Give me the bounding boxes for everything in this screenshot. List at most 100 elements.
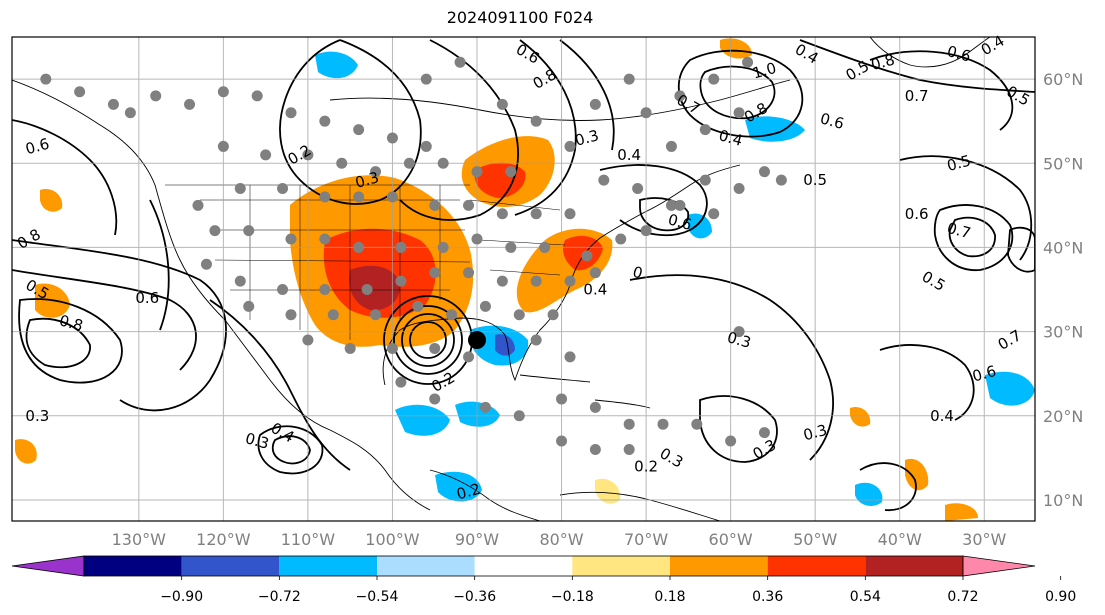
station-dot — [327, 309, 339, 321]
contour-label: 0.3 — [801, 421, 829, 445]
colorbar-segment — [84, 556, 182, 576]
station-dot — [640, 107, 652, 119]
station-dot — [733, 326, 745, 338]
station-dot — [209, 225, 221, 237]
lon-tick-label: 130°W — [112, 530, 167, 549]
shading-darkblue-gulf — [495, 334, 515, 356]
station-dot — [217, 86, 229, 98]
colorbar-segment — [572, 556, 670, 576]
station-dot — [505, 241, 517, 253]
station-dot — [454, 56, 466, 68]
station-dot — [217, 140, 229, 152]
station-dot — [437, 241, 449, 253]
latitude-axis: 60°N 50°N 40°N 30°N 20°N 10°N — [1043, 70, 1083, 510]
colorbar-segment — [279, 556, 377, 576]
station-dot — [243, 225, 255, 237]
lon-tick-label: 100°W — [365, 530, 420, 549]
station-dot — [547, 309, 559, 321]
contour-label: 0.3 — [573, 126, 601, 150]
lon-tick-label: 50°W — [793, 530, 837, 549]
lon-tick-label: 90°W — [455, 530, 499, 549]
shading-orange-eastatl2 — [850, 406, 871, 427]
station-dot — [107, 98, 119, 110]
shading-orange-pacific2 — [40, 189, 63, 212]
contour-label: 0.7 — [945, 219, 973, 243]
station-dot — [496, 275, 508, 287]
contour-label: 0.7 — [905, 87, 929, 105]
contour-label: 0 — [631, 263, 645, 283]
station-dot — [657, 418, 669, 430]
station-dot — [285, 107, 297, 119]
station-dot — [463, 199, 475, 211]
colorbar — [11, 555, 1036, 577]
contour-label: 0.3 — [25, 407, 49, 425]
station-dot — [708, 208, 720, 220]
lon-tick-label: 70°W — [624, 530, 668, 549]
station-dot — [496, 208, 508, 220]
contour-label: 0.4 — [930, 407, 954, 425]
contour-label: 0.6 — [945, 42, 973, 66]
station-dot — [463, 351, 475, 363]
lat-tick-label: 30°N — [1043, 323, 1083, 342]
station-dot — [420, 73, 432, 85]
contour-label: 0.8 — [57, 311, 85, 335]
lon-tick-label: 60°W — [709, 530, 753, 549]
longitude-axis: 130°W 120°W 110°W 100°W 90°W 80°W 70°W 60°W 50°W… — [112, 530, 1007, 549]
station-dot — [429, 267, 441, 279]
contour-label: 0.8 — [869, 50, 897, 74]
chart-title: 2024091100 F024 — [446, 8, 594, 27]
lon-tick-label: 30°W — [962, 530, 1006, 549]
station-dot — [539, 241, 551, 253]
station-dot — [691, 418, 703, 430]
colorbar-tick-label: 0.36 — [752, 589, 783, 605]
shading-orange-eastatl3 — [945, 503, 978, 521]
station-dot — [665, 140, 677, 152]
station-dot — [589, 98, 601, 110]
colorbar-tick-label: −0.36 — [453, 589, 496, 605]
station-dot — [665, 199, 677, 211]
station-dot — [589, 401, 601, 413]
station-dot — [412, 300, 424, 312]
station-dot — [285, 233, 297, 245]
station-markers — [40, 56, 787, 455]
contour-label: 0.2 — [455, 480, 483, 504]
station-dot — [530, 208, 542, 220]
contour-label: 0.2 — [634, 457, 658, 475]
station-dot — [589, 443, 601, 455]
station-dot — [623, 73, 635, 85]
shading-blue-eastatl1 — [985, 371, 1035, 406]
station-dot — [420, 140, 432, 152]
colorbar-segment — [474, 556, 573, 576]
station-dot — [471, 233, 483, 245]
contour-label: 0.4 — [583, 281, 607, 299]
contour-label: 1.0 — [751, 59, 779, 83]
lon-tick-label: 40°W — [878, 530, 922, 549]
station-dot — [386, 191, 398, 203]
station-dot — [386, 342, 398, 354]
station-dot — [556, 393, 568, 405]
contour-label: 0.6 — [135, 289, 159, 307]
station-dot — [370, 166, 382, 178]
station-dot — [674, 90, 686, 102]
station-dot — [403, 157, 415, 169]
station-dot — [513, 410, 525, 422]
contour-label: 0.5 — [945, 151, 973, 175]
colorbar-frame — [83, 555, 964, 577]
station-dot — [564, 275, 576, 287]
contour-label: 0.6 — [905, 205, 929, 223]
map-frame — [11, 36, 1036, 522]
station-dot — [556, 435, 568, 447]
station-dot — [530, 115, 542, 127]
station-dot — [505, 166, 517, 178]
contour-lines — [12, 39, 1035, 511]
station-dot — [674, 199, 686, 211]
station-dot — [353, 124, 365, 136]
station-dot — [395, 275, 407, 287]
shading-yellow-caribbean — [595, 478, 621, 504]
station-dot — [640, 225, 652, 237]
station-dot — [463, 267, 475, 279]
station-dot — [775, 174, 787, 186]
station-dot — [243, 300, 255, 312]
station-dot — [471, 166, 483, 178]
